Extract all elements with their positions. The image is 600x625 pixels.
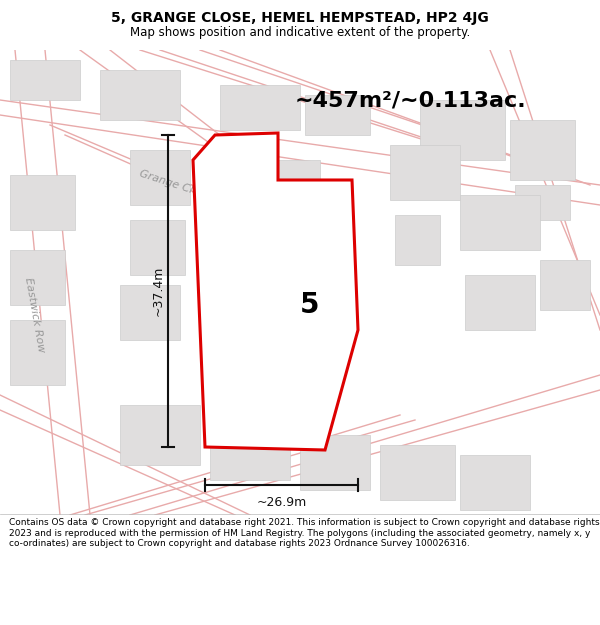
Polygon shape (130, 150, 190, 205)
Text: ~26.9m: ~26.9m (256, 496, 307, 509)
Polygon shape (395, 215, 440, 265)
Polygon shape (515, 185, 570, 220)
Text: Eastwick Row: Eastwick Row (23, 277, 47, 353)
Text: Contains OS data © Crown copyright and database right 2021. This information is : Contains OS data © Crown copyright and d… (9, 518, 599, 548)
Polygon shape (10, 175, 75, 230)
Polygon shape (380, 445, 455, 500)
Polygon shape (260, 255, 315, 315)
Polygon shape (10, 250, 65, 305)
Polygon shape (510, 120, 575, 180)
Polygon shape (100, 70, 180, 120)
Polygon shape (420, 100, 505, 160)
Polygon shape (130, 220, 185, 275)
Polygon shape (220, 85, 300, 130)
Text: ~37.4m: ~37.4m (151, 266, 164, 316)
Text: 5, GRANGE CLOSE, HEMEL HEMPSTEAD, HP2 4JG: 5, GRANGE CLOSE, HEMEL HEMPSTEAD, HP2 4J… (111, 11, 489, 25)
Text: 5: 5 (300, 291, 320, 319)
Polygon shape (10, 60, 80, 100)
Text: ~457m²/~0.113ac.: ~457m²/~0.113ac. (295, 90, 527, 110)
Polygon shape (465, 275, 535, 330)
Text: Grange Close: Grange Close (138, 169, 212, 201)
Polygon shape (460, 195, 540, 250)
Polygon shape (193, 133, 358, 450)
Polygon shape (120, 405, 200, 465)
Polygon shape (460, 455, 530, 510)
Polygon shape (120, 285, 180, 340)
Polygon shape (210, 420, 290, 480)
Polygon shape (10, 320, 65, 385)
Polygon shape (255, 160, 320, 230)
Polygon shape (540, 260, 590, 310)
Polygon shape (300, 435, 370, 490)
Text: Map shows position and indicative extent of the property.: Map shows position and indicative extent… (130, 26, 470, 39)
Polygon shape (390, 145, 460, 200)
Polygon shape (305, 95, 370, 135)
